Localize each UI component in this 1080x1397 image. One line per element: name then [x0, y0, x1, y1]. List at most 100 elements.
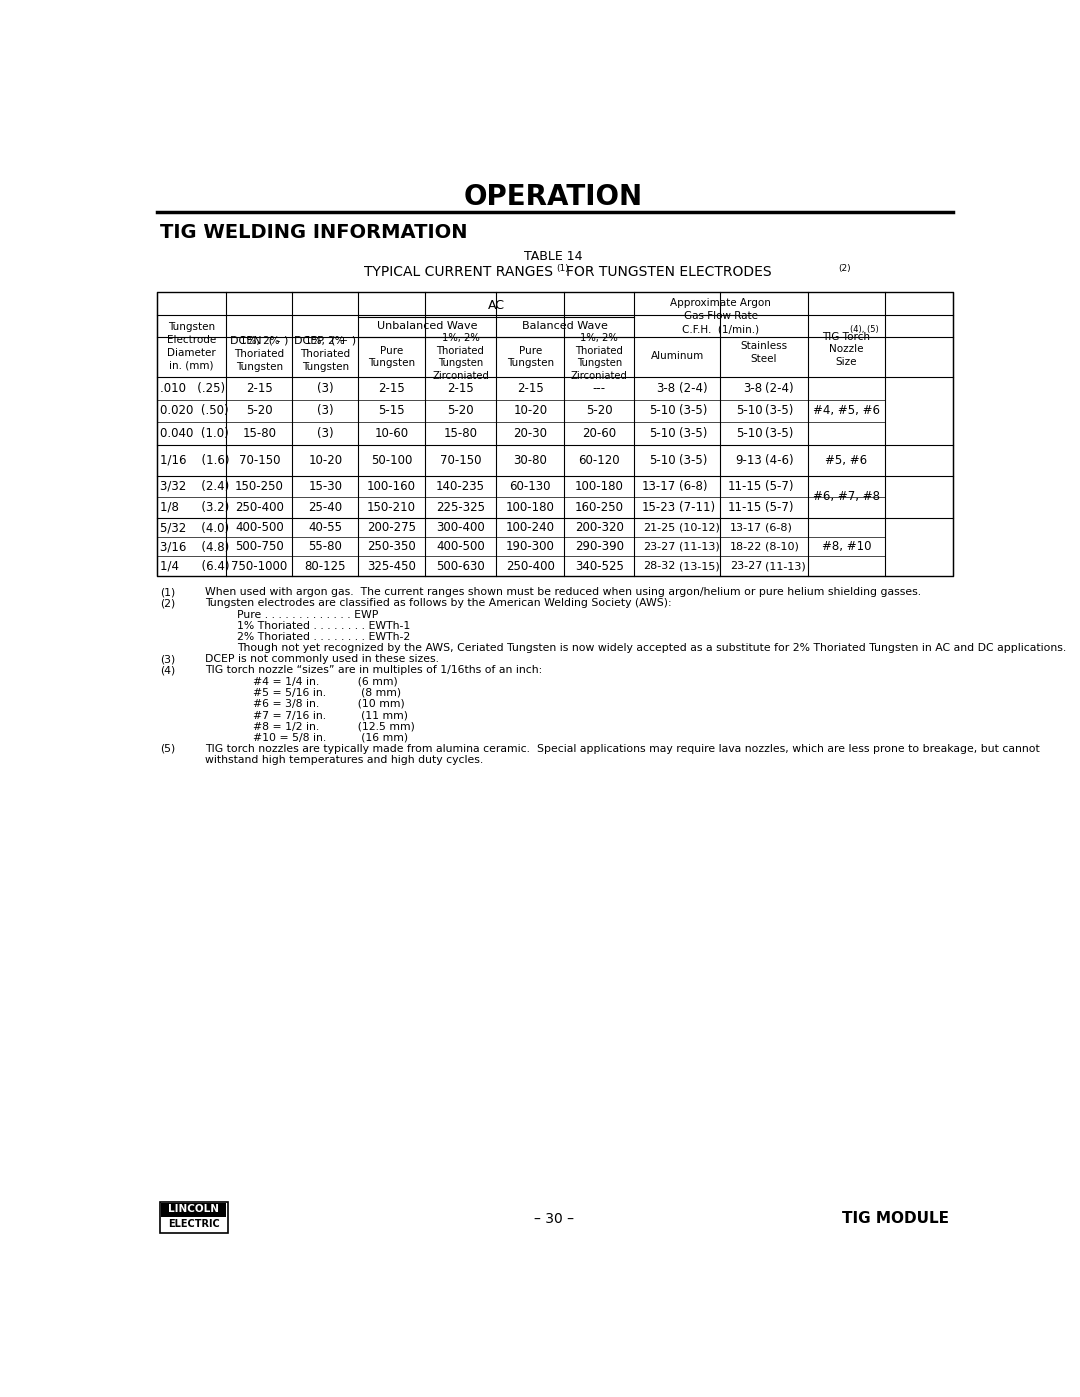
Text: TIG MODULE: TIG MODULE	[841, 1211, 948, 1227]
Text: Unbalanced Wave: Unbalanced Wave	[377, 321, 477, 331]
Text: 25-40: 25-40	[308, 502, 342, 514]
Text: 28-32: 28-32	[644, 562, 676, 571]
Text: 2% Thoriated . . . . . . . . EWTh-2: 2% Thoriated . . . . . . . . EWTh-2	[238, 631, 410, 643]
Text: 5-20: 5-20	[246, 405, 272, 418]
Text: DCEP is not commonly used in these sizes.: DCEP is not commonly used in these sizes…	[205, 654, 438, 665]
Text: #5, #6: #5, #6	[825, 454, 867, 467]
Text: 15-80: 15-80	[242, 427, 276, 440]
Text: 0.040  (1.0): 0.040 (1.0)	[160, 427, 229, 440]
Text: 100-180: 100-180	[505, 502, 555, 514]
Text: (3-5): (3-5)	[678, 454, 707, 467]
Text: 11-15: 11-15	[728, 479, 762, 493]
Text: 1%, 2%
Thoriated
Tungsten: 1%, 2% Thoriated Tungsten	[300, 337, 350, 372]
Text: #8 = 1/2 in.           (12.5 mm): #8 = 1/2 in. (12.5 mm)	[253, 721, 415, 731]
Text: 5-10: 5-10	[649, 454, 676, 467]
Text: TIG WELDING INFORMATION: TIG WELDING INFORMATION	[160, 222, 468, 242]
Bar	[157, 292, 953, 576]
Text: 5-20: 5-20	[586, 405, 612, 418]
Text: 10-20: 10-20	[513, 405, 548, 418]
Text: (3-5): (3-5)	[678, 405, 707, 418]
Text: Aluminum: Aluminum	[650, 351, 704, 360]
Text: ---: ---	[593, 381, 606, 395]
Text: (2): (2)	[838, 264, 851, 272]
Text: 3/16    (4.8): 3/16 (4.8)	[160, 541, 229, 553]
Text: #7 = 7/16 in.          (11 mm): #7 = 7/16 in. (11 mm)	[253, 710, 408, 719]
Bar	[160, 1201, 228, 1232]
Text: (5-7): (5-7)	[766, 479, 794, 493]
Text: 13-17: 13-17	[642, 479, 676, 493]
Text: 400-500: 400-500	[436, 541, 485, 553]
Text: 5-10: 5-10	[735, 405, 762, 418]
Text: (2-4): (2-4)	[766, 381, 794, 395]
Text: 1%, 2%
Thoriated
Tungsten
Zirconiated: 1%, 2% Thoriated Tungsten Zirconiated	[571, 332, 627, 381]
Text: TYPICAL CURRENT RANGES: TYPICAL CURRENT RANGES	[365, 265, 554, 279]
Text: 23-27: 23-27	[730, 562, 762, 571]
Text: 190-300: 190-300	[505, 541, 555, 553]
Text: (7-11): (7-11)	[678, 502, 715, 514]
Text: Though not yet recognized by the AWS, Ceriated Tungsten is now widely accepted a: Though not yet recognized by the AWS, Ce…	[238, 643, 1067, 654]
Text: 1/4      (6.4): 1/4 (6.4)	[160, 560, 229, 573]
Text: (3-5): (3-5)	[678, 427, 707, 440]
Text: 2-15: 2-15	[447, 381, 474, 395]
Text: 250-350: 250-350	[367, 541, 416, 553]
Text: 55-80: 55-80	[308, 541, 342, 553]
Text: 100-240: 100-240	[505, 521, 555, 534]
Text: AC: AC	[488, 299, 504, 312]
Text: 15-23: 15-23	[642, 502, 676, 514]
Text: 30-80: 30-80	[513, 454, 548, 467]
Text: 11-15: 11-15	[728, 502, 762, 514]
Text: (6-8): (6-8)	[678, 479, 707, 493]
Text: 10-60: 10-60	[375, 427, 408, 440]
Text: DCEP  ( + ): DCEP ( + )	[294, 335, 356, 345]
Text: TABLE 14: TABLE 14	[524, 250, 583, 263]
Text: LINCOLN: LINCOLN	[168, 1204, 219, 1214]
Text: 150-210: 150-210	[367, 502, 416, 514]
Text: (11-13): (11-13)	[766, 562, 806, 571]
Text: 80-125: 80-125	[305, 560, 346, 573]
Text: 21-25: 21-25	[644, 522, 676, 532]
Text: withstand high temperatures and high duty cycles.: withstand high temperatures and high dut…	[205, 754, 483, 764]
Text: 20-30: 20-30	[513, 427, 548, 440]
Text: 9-13: 9-13	[735, 454, 762, 467]
Text: 1%, 2%
Thoriated
Tungsten
Zirconiated: 1%, 2% Thoriated Tungsten Zirconiated	[432, 332, 489, 381]
Text: 250-400: 250-400	[505, 560, 555, 573]
Text: 160-250: 160-250	[575, 502, 624, 514]
Text: #6 = 3/8 in.           (10 mm): #6 = 3/8 in. (10 mm)	[253, 698, 405, 708]
Text: FOR TUNGSTEN ELECTRODES: FOR TUNGSTEN ELECTRODES	[566, 265, 771, 279]
Text: Tungsten electrodes are classified as follows by the American Welding Society (A: Tungsten electrodes are classified as fo…	[205, 598, 672, 609]
Text: 10-20: 10-20	[308, 454, 342, 467]
Text: (5-7): (5-7)	[766, 502, 794, 514]
Text: #5 = 5/16 in.          (8 mm): #5 = 5/16 in. (8 mm)	[253, 687, 401, 697]
Text: 100-180: 100-180	[575, 479, 623, 493]
Text: (3): (3)	[316, 427, 334, 440]
Text: #8, #10: #8, #10	[822, 541, 872, 553]
Text: (3-5): (3-5)	[766, 427, 794, 440]
Text: 5/32    (4.0): 5/32 (4.0)	[160, 521, 229, 534]
Text: 13-17: 13-17	[730, 522, 762, 532]
Text: When used with argon gas.  The current ranges shown must be reduced when using a: When used with argon gas. The current ra…	[205, 587, 921, 598]
Text: (8-10): (8-10)	[766, 542, 799, 552]
Text: 1/16    (1.6): 1/16 (1.6)	[160, 454, 229, 467]
Text: (3-5): (3-5)	[766, 405, 794, 418]
Text: Pure
Tungsten: Pure Tungsten	[507, 345, 554, 369]
Text: 50-100: 50-100	[370, 454, 413, 467]
Text: (2): (2)	[160, 598, 175, 609]
Text: (1): (1)	[556, 264, 568, 272]
Text: 5-10: 5-10	[735, 427, 762, 440]
Text: 23-27: 23-27	[644, 542, 676, 552]
Text: ELECTRIC: ELECTRIC	[168, 1220, 219, 1229]
Text: 1/8      (3.2): 1/8 (3.2)	[160, 502, 229, 514]
Text: 60-130: 60-130	[510, 479, 551, 493]
Text: 100-160: 100-160	[367, 479, 416, 493]
Text: 5-20: 5-20	[447, 405, 474, 418]
Text: (4), (5): (4), (5)	[850, 326, 879, 334]
Text: – 30 –: – 30 –	[534, 1211, 573, 1225]
Text: Stainless
Steel: Stainless Steel	[741, 341, 787, 363]
Text: #4 = 1/4 in.           (6 mm): #4 = 1/4 in. (6 mm)	[253, 676, 397, 686]
Text: 250-400: 250-400	[235, 502, 284, 514]
Text: 200-320: 200-320	[575, 521, 623, 534]
Text: 500-750: 500-750	[235, 541, 284, 553]
Text: 750-1000: 750-1000	[231, 560, 287, 573]
Text: 60-120: 60-120	[579, 454, 620, 467]
Text: ®: ®	[220, 1204, 227, 1211]
